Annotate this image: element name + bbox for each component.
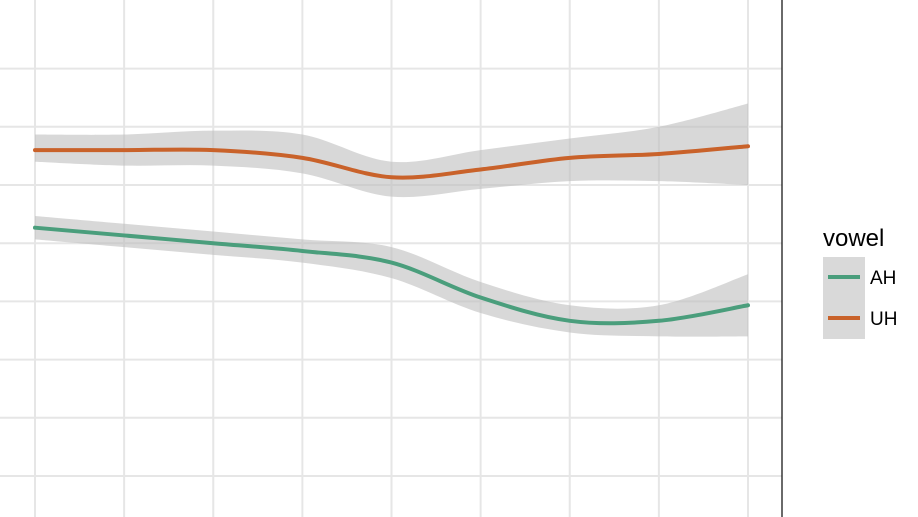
ci-band-uh xyxy=(35,103,748,198)
confidence-bands xyxy=(35,103,748,337)
legend-key-background xyxy=(823,257,865,339)
legend: vowel AH UH xyxy=(823,225,897,339)
ci-band-ah xyxy=(35,216,748,337)
series-lines xyxy=(33,144,750,326)
legend-label-uh: UH xyxy=(870,309,897,330)
series-line-ah xyxy=(33,225,750,326)
series-line-uh xyxy=(33,144,750,180)
legend-label-ah: AH xyxy=(870,268,896,289)
legend-title: vowel xyxy=(823,225,884,252)
